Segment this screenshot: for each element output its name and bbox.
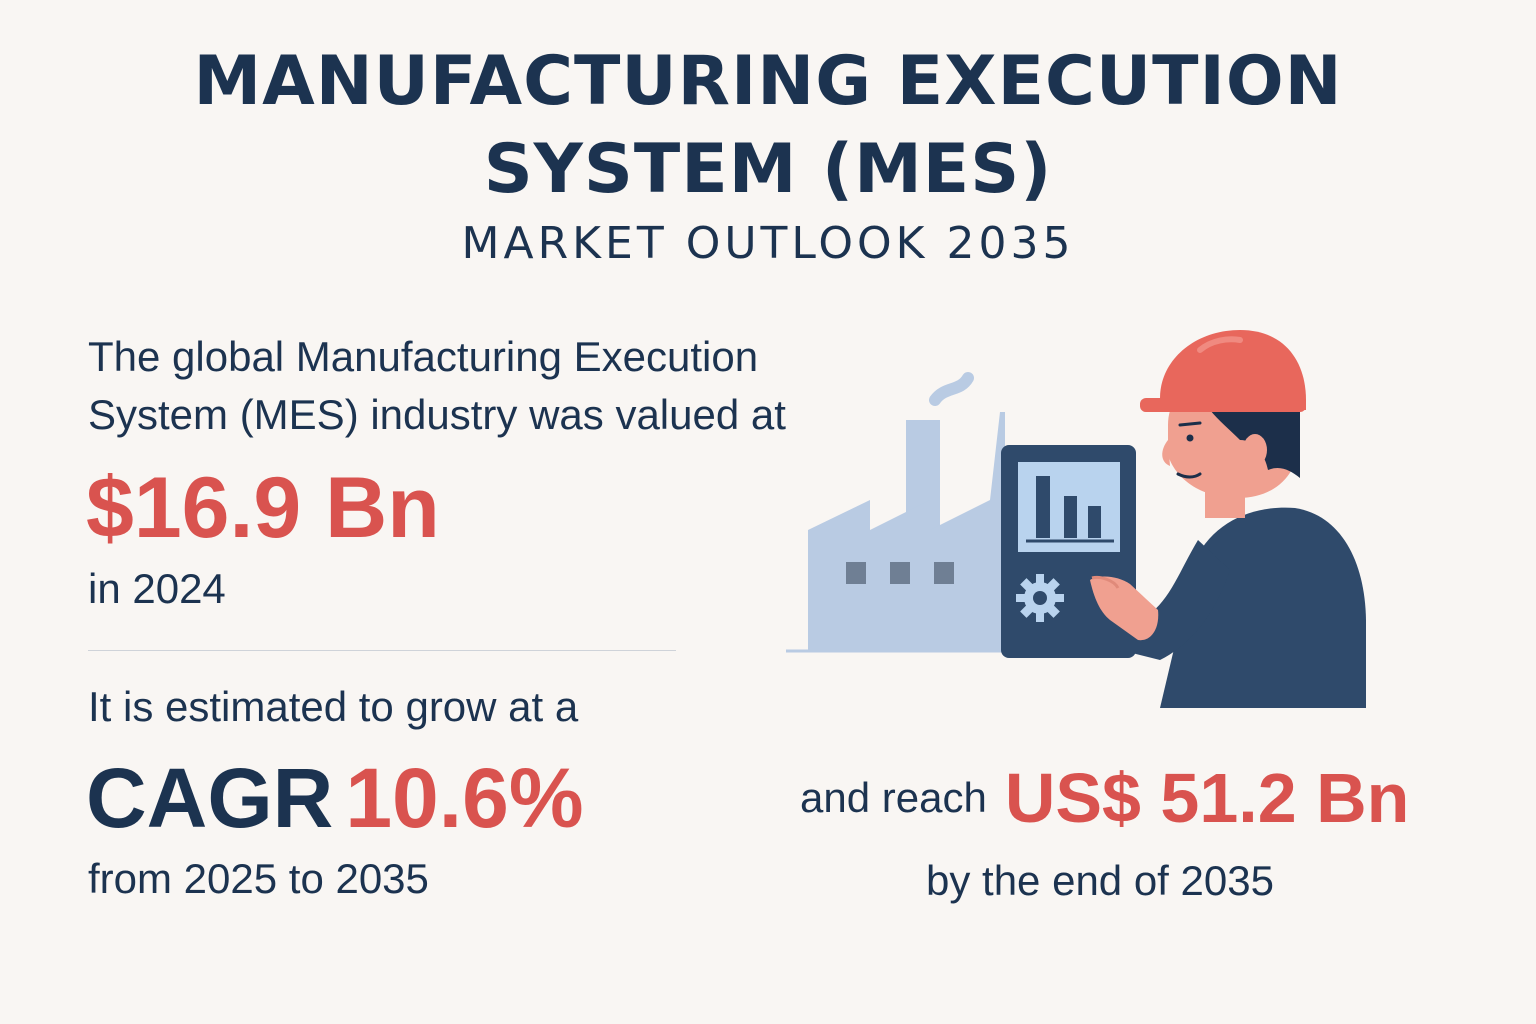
factory-icon [786,372,1020,653]
worker-illustration [786,330,1366,708]
worker-hand [1090,576,1159,641]
forecast-value: US$ 51.2 Bn [1004,759,1410,837]
cagr-value: 10.6% [345,751,584,845]
cagr-row: CAGR 10.6% [86,750,584,846]
page-title-line1: MANUFACTURING EXECUTION [193,42,1343,121]
cagr-period: from 2025 to 2035 [88,855,429,902]
tablet-icon [1001,445,1136,658]
hard-hat-icon [1140,330,1306,412]
bar-chart-icon [1026,476,1114,543]
page-subtitle: MARKET OUTLOOK 2035 [461,218,1075,269]
forecast-row: and reach US$ 51.2 Bn [800,758,1409,838]
intro-text-line2: System (MES) industry was valued at [88,391,786,438]
market-value-2024: $16.9 Bn [86,460,440,556]
forecast-lead-text: and reach [800,774,987,821]
intro-text-line1: The global Manufacturing Execution [88,333,759,380]
forecast-period: by the end of 2035 [926,857,1274,904]
section-divider [88,650,676,651]
worker-icon [1120,372,1366,708]
cagr-label: CAGR [86,751,334,845]
page-title-line2: SYSTEM (MES) [483,130,1053,209]
market-value-year: in 2024 [88,565,226,612]
growth-lead-text: It is estimated to grow at a [88,683,579,730]
